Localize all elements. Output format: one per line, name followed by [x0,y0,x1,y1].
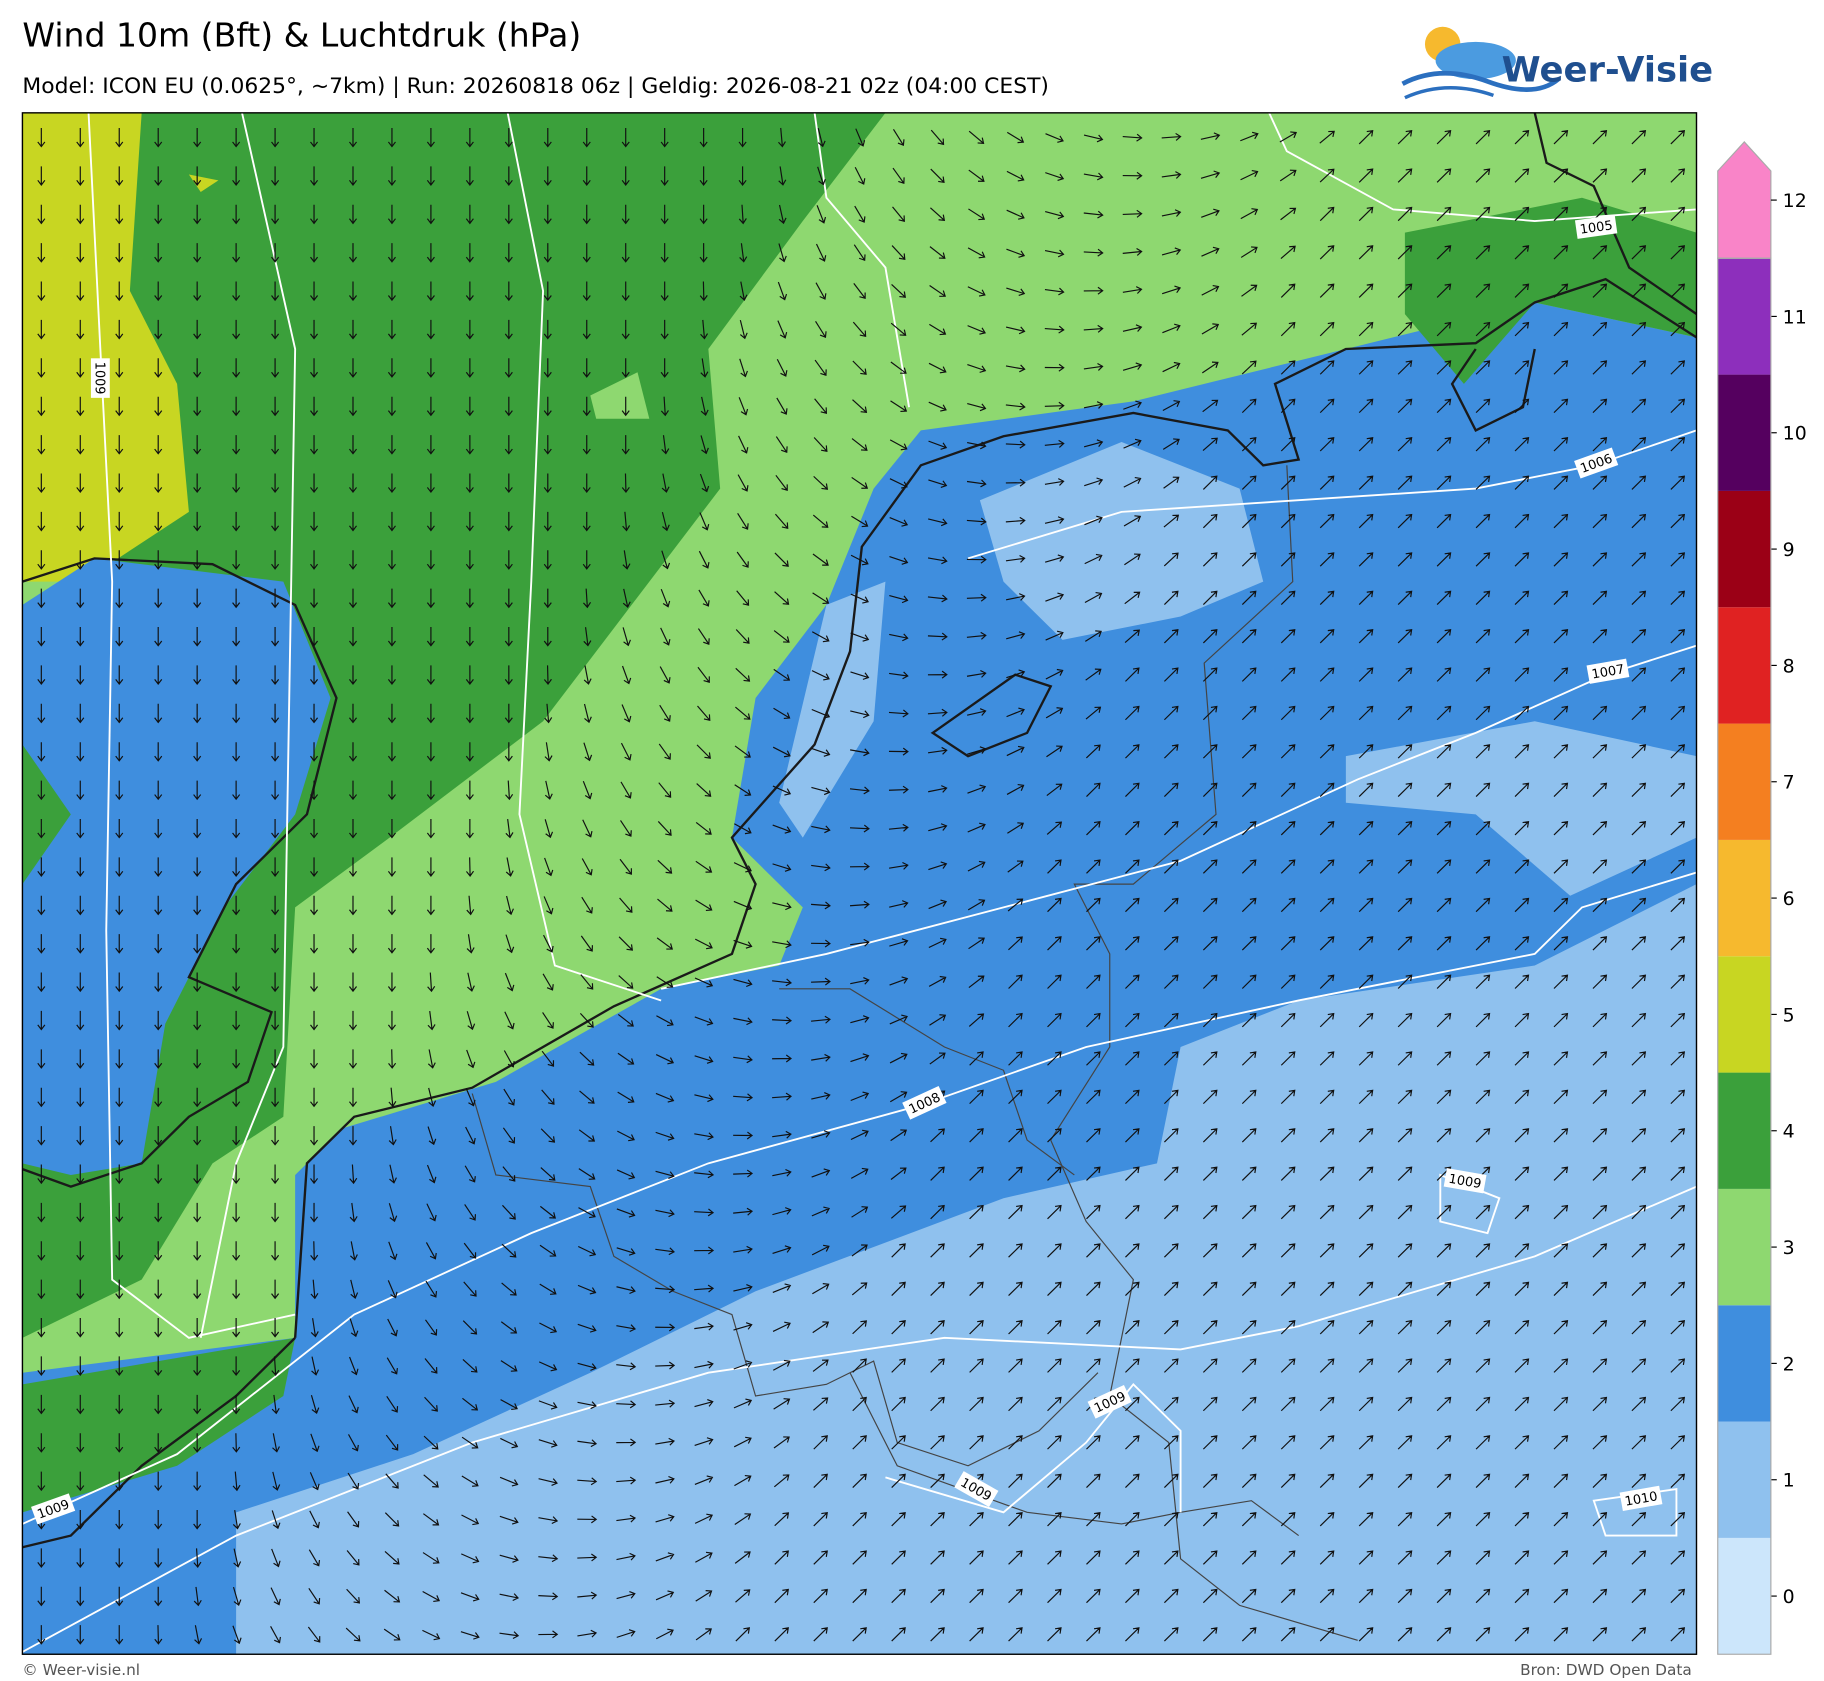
isobar-label-box [1087,1385,1132,1419]
isobar-label-text: 1007 [1591,662,1626,682]
colorbar-label: 6 [1783,889,1795,910]
isobar [22,1185,1697,1653]
footer-right: Bron: DWD Open Data [1520,1661,1692,1679]
coastlines [22,112,1697,1549]
isobar [199,112,297,1339]
coastline [930,673,1053,758]
colorbar-label: 2 [1783,1355,1795,1376]
map-area [22,112,1697,1655]
colorbar-segment [1717,956,1771,1073]
colorbar-segment [1717,1421,1771,1538]
colorbar-label: 5 [1783,1006,1795,1027]
colorbar-label: 4 [1783,1122,1795,1143]
isobar-label-box [954,1471,999,1507]
colorbar-segment [1717,723,1771,840]
colorbar-segment [1717,1072,1771,1189]
wind-field [22,1337,296,1513]
isobar-label-box [1586,658,1630,684]
coastline [293,277,1697,1338]
colorbar-segment [1717,839,1771,957]
isobar [506,112,662,1002]
logo-text: Weer-Visie [1502,50,1713,91]
isobar-label-text: 1010 [1624,1489,1659,1509]
colorbar-label: 7 [1783,773,1795,794]
coastline [22,1336,296,1549]
isobar-label-box [90,358,110,398]
isobar [87,112,296,1339]
logo: Weer-Visie [1401,26,1713,100]
wind-arrows [37,127,1686,1645]
colorbar-segment [1717,258,1771,375]
coastline [22,557,338,1188]
subtitle: Model: ICON EU (0.0625°, ~7km) | Run: 20… [22,74,1049,99]
colorbar-label: 1 [1783,1471,1795,1492]
logo-cloud [1435,41,1516,80]
title: Wind 10m (Bft) & Luchtdruk (hPa) [22,17,581,55]
isobar-label-box [902,1086,947,1120]
colorbar-label: 3 [1783,1238,1795,1259]
colorbar-frame [1717,257,1772,1655]
colorbar-segment [1717,1188,1771,1306]
colorbar-segment [1717,374,1771,491]
map-frame [21,112,1698,1655]
isobar-label-box [31,1493,76,1525]
colorbar-label: 11 [1783,308,1807,329]
isobar-label: 1007 [1586,658,1630,684]
isobar-label: 1009 [1443,1168,1487,1194]
footer-left: © Weer-visie.nl [22,1661,140,1679]
border [1050,465,1358,1641]
logo-wave [1401,70,1560,92]
isobar-label: 1010 [1619,1485,1663,1511]
isobar-label: 1005 [1574,214,1618,239]
colorbar-segment [1717,490,1771,608]
isobar [1268,112,1697,222]
isobar-label-box [1574,214,1618,239]
colorbar-label: 10 [1783,424,1807,445]
colorbar-label: 9 [1783,540,1795,561]
colorbar-label: 12 [1783,191,1807,212]
colorbar-segment [1717,607,1771,724]
isobar-label-box [1574,447,1619,479]
wind-field [22,112,886,1338]
isobar-label-text: 1009 [92,362,107,395]
border [849,1372,1299,1537]
isobar-label: 1009 [90,358,110,398]
wind-field [236,884,1697,1655]
wind-field [22,112,219,582]
colorbar-label: 8 [1783,657,1795,678]
coastline [1450,112,1697,432]
isobar-label-text: 1005 [1579,218,1614,237]
isobar [813,112,910,408]
isobar [660,644,1697,990]
isobar-label-box [1443,1168,1487,1194]
wind-field [1404,197,1697,384]
colorbar-segment [1717,1537,1771,1655]
borders [471,465,1358,1641]
border [471,988,1099,1467]
isobar-label-box [1619,1485,1663,1511]
wind-field [22,558,331,1175]
colorbar-label: 0 [1783,1587,1795,1608]
colorbar-segment [1717,1305,1771,1422]
isobar-label-text: 1009 [1447,1172,1482,1192]
wind-field [779,442,1697,896]
logo-wave [1404,86,1495,100]
